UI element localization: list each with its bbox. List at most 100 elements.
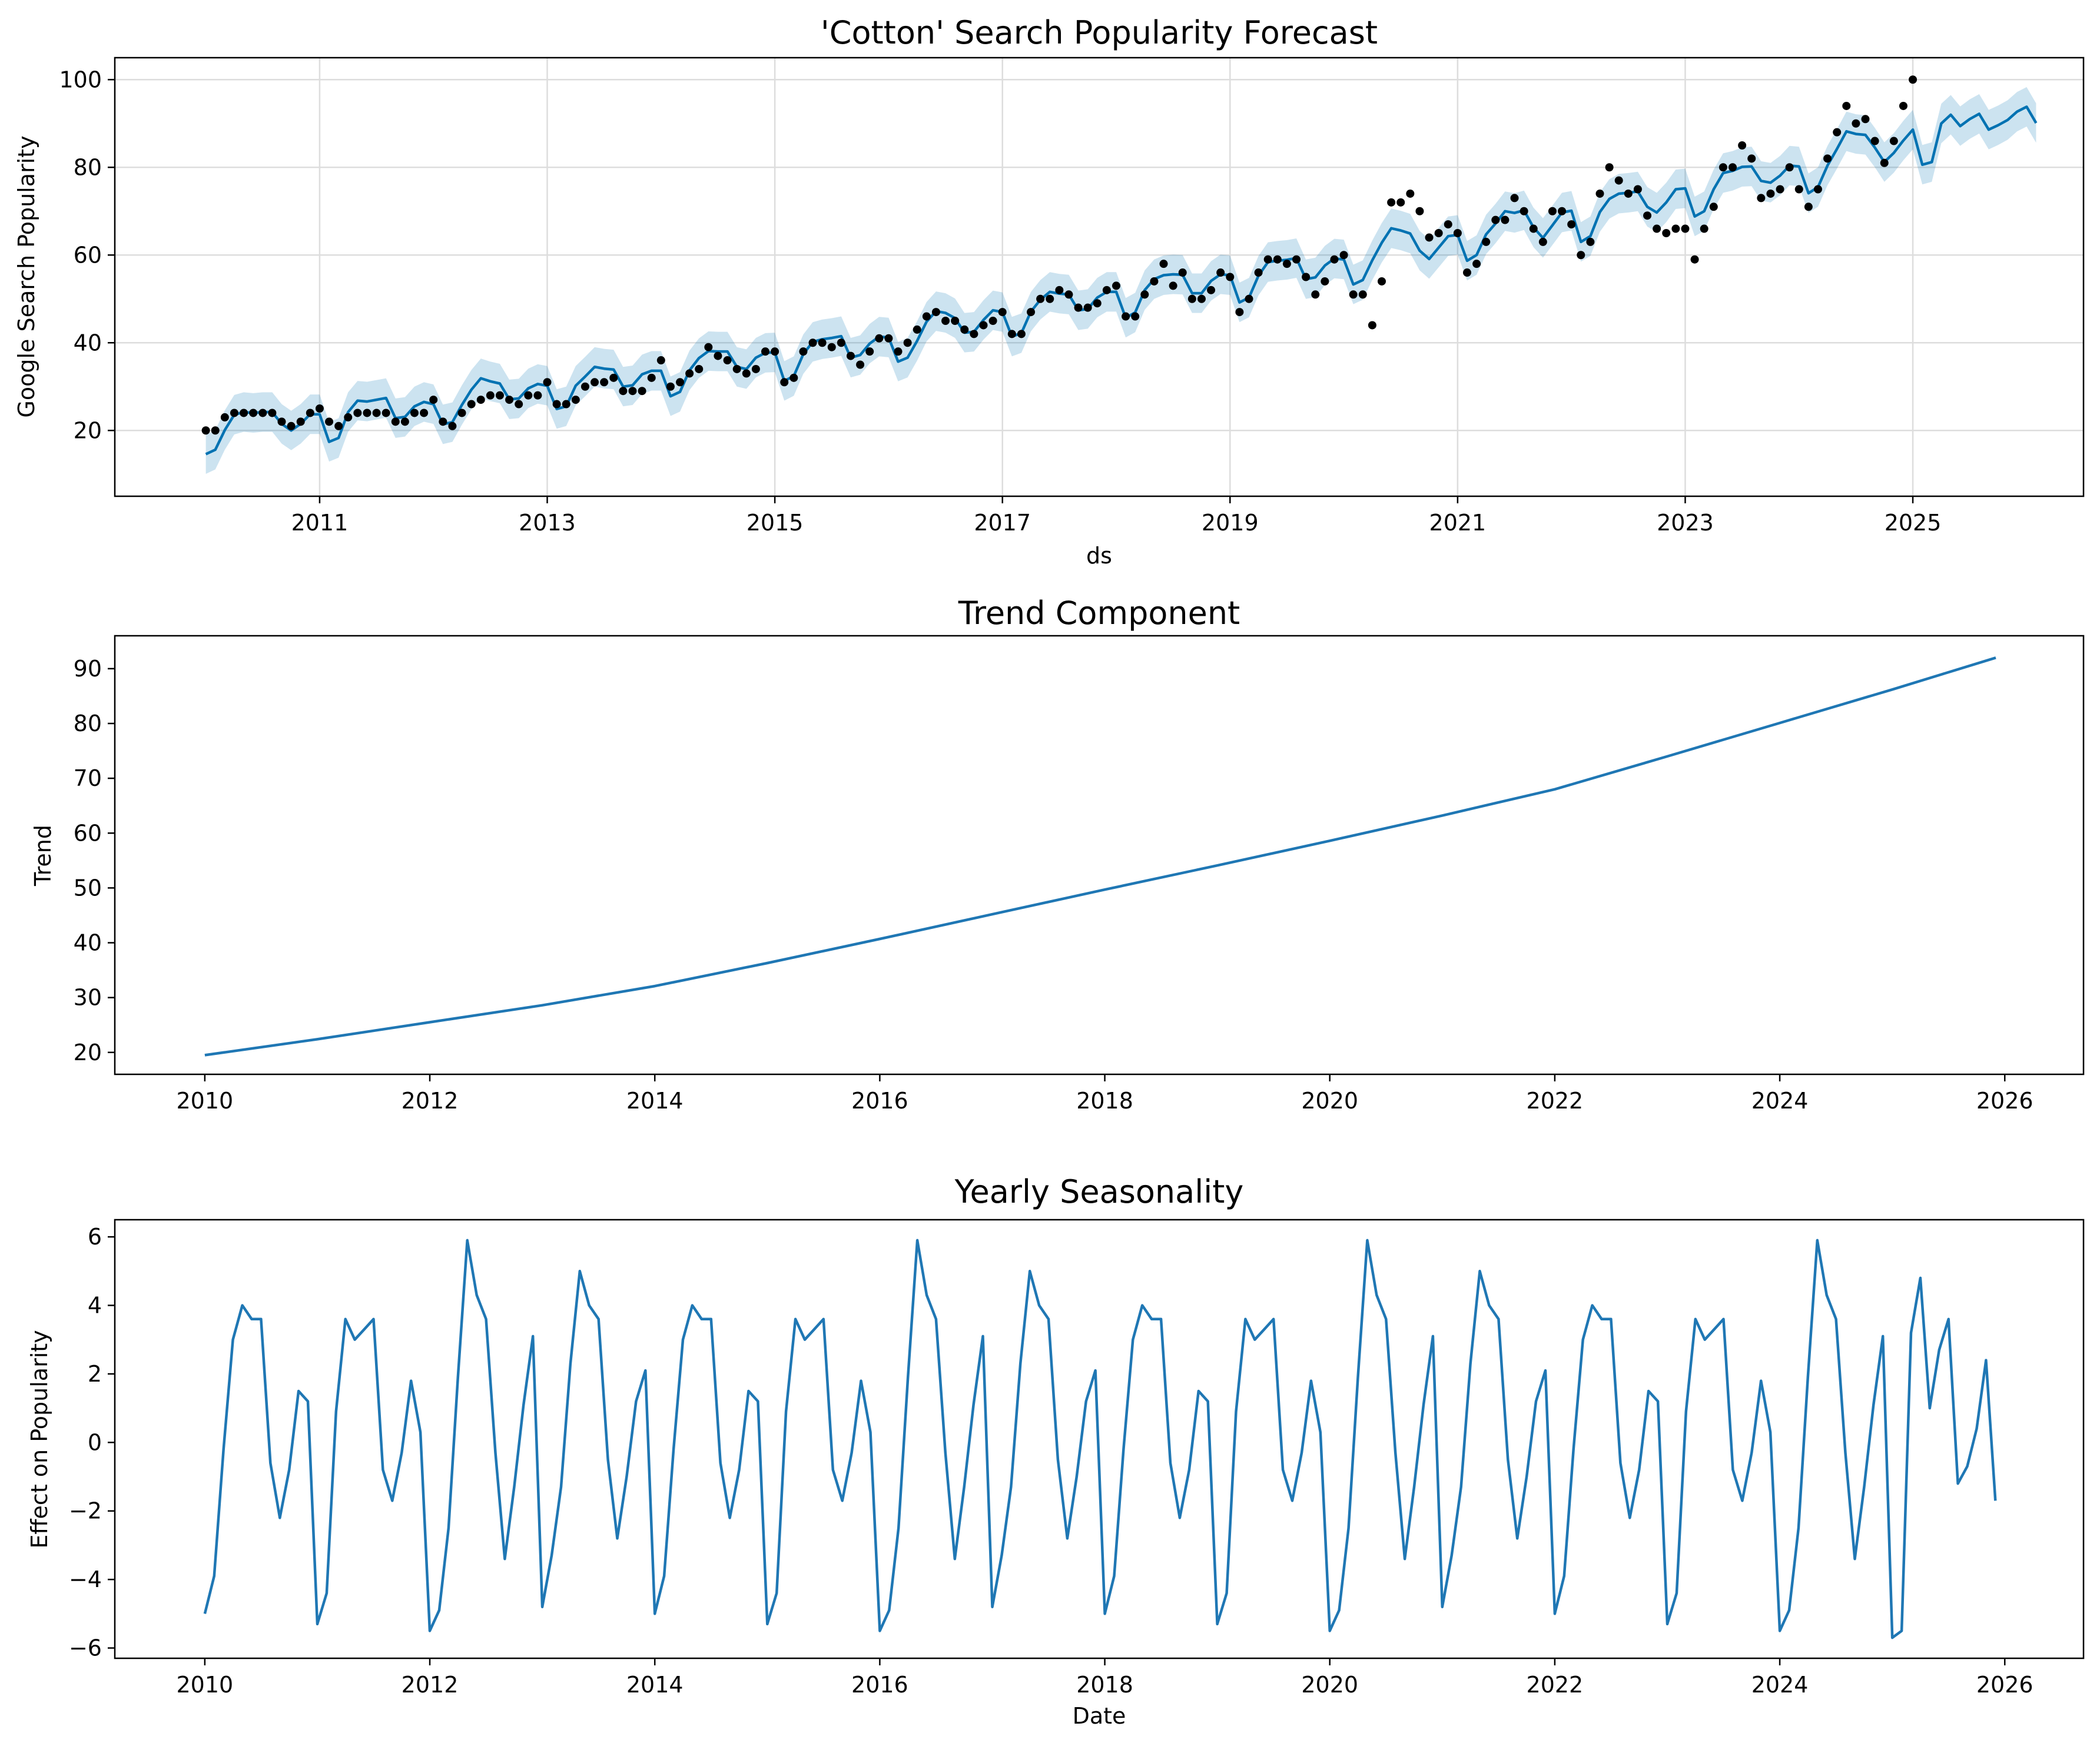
y-tick-label: 30 [74,985,102,1011]
x-tick-label: 2013 [519,510,576,536]
observed-point [391,417,400,426]
observed-point [515,400,523,409]
observed-point [1169,281,1177,290]
y-tick-label: 80 [74,154,102,180]
observed-point [1453,229,1462,237]
x-tick-label: 2022 [1527,1672,1584,1698]
observed-point [1690,255,1699,264]
observed-point [325,417,334,426]
observed-point [1567,220,1576,229]
x-tick-label: 2026 [1976,1088,2033,1114]
x-tick-label: 2017 [974,510,1031,536]
observed-point [723,356,732,365]
observed-point [638,387,646,396]
observed-point [533,391,542,400]
observed-point [1093,299,1102,308]
observed-point [363,409,371,417]
observed-point [1633,185,1642,194]
observed-point [1387,198,1396,207]
observed-point [562,400,570,409]
observed-point [1833,128,1842,137]
forecast-x-ticks: 2011 2013 2015 2017 2019 2021 2023 2025 [291,496,1942,536]
observed-point [1083,303,1092,312]
trend-title: Trend Component [958,595,1240,632]
x-tick-label: 2026 [1976,1672,2033,1698]
observed-point [448,421,457,430]
seasonality-axes-frame [114,1219,2085,1659]
observed-point [334,421,343,430]
observed-point [998,308,1007,317]
observed-point [1757,194,1766,203]
observed-point [628,387,637,396]
x-tick-label: 2014 [626,1088,684,1114]
observed-point [543,378,552,387]
observed-point [988,317,997,325]
y-tick-label: 90 [74,656,102,682]
y-tick-label: 40 [74,330,102,356]
observed-point [695,364,704,373]
seasonality-panel: Yearly Seasonality 2010 2012 2014 2016 2018 2… [26,1173,2085,1729]
observed-point [600,378,609,387]
trend-y-axis-label: Trend [30,825,56,887]
observed-point [590,378,599,387]
observed-point [1529,224,1538,233]
observed-point [467,400,476,409]
observed-point [1122,312,1130,321]
observed-point [1349,290,1358,299]
observed-point [1700,224,1708,233]
observed-point [1055,286,1064,294]
observed-point [1226,273,1235,281]
observed-point [1605,163,1614,172]
observed-point [1140,290,1149,299]
observed-point [1036,294,1045,303]
observed-point [1538,237,1547,246]
observed-point [571,396,580,404]
x-tick-label: 2018 [1076,1088,1133,1114]
observed-point [1662,229,1671,237]
x-tick-label: 2025 [1885,510,1942,536]
y-tick-label: 6 [88,1224,102,1250]
observed-point [1027,308,1036,317]
seasonality-x-ticks: 2010 2012 2014 2016 2018 2020 2022 2024 2026 [177,1658,2033,1698]
observed-point [1729,163,1737,172]
y-tick-label: 20 [74,1040,102,1065]
observed-point [1842,101,1851,110]
observed-point [439,417,447,426]
observed-point [1899,101,1907,110]
observed-point [647,373,656,382]
observed-point [277,417,286,426]
observed-point [865,347,874,356]
observed-point [249,409,258,417]
observed-point [1330,255,1339,264]
observed-point [1254,268,1263,277]
observed-point [1823,154,1832,163]
observed-point [476,396,485,404]
observed-point [1577,251,1585,260]
x-tick-label: 2012 [402,1672,459,1698]
observed-point [1870,137,1879,145]
observed-point [1263,255,1272,264]
observed-point [941,317,950,325]
observed-point [1216,268,1225,277]
x-tick-label: 2015 [747,510,804,536]
observed-point [1909,75,1917,84]
observed-point [1558,207,1567,215]
observed-point [1595,189,1604,198]
observed-point [732,364,741,373]
y-tick-label: 100 [59,67,102,92]
observed-point [1462,268,1471,277]
observed-point [837,338,845,347]
observed-point [1719,163,1727,172]
observed-point [220,413,229,421]
observed-point [789,373,798,382]
forecast-axes-frame [114,57,2085,497]
observed-point [420,409,429,417]
seasonality-y-ticks: 6 4 2 0 −2 −4 −6 [69,1224,115,1661]
observed-point [1282,260,1291,268]
observed-point [771,347,779,356]
observed-point [846,351,855,360]
observed-point [524,391,533,400]
y-tick-label: 20 [74,417,102,443]
observed-point [704,343,713,351]
